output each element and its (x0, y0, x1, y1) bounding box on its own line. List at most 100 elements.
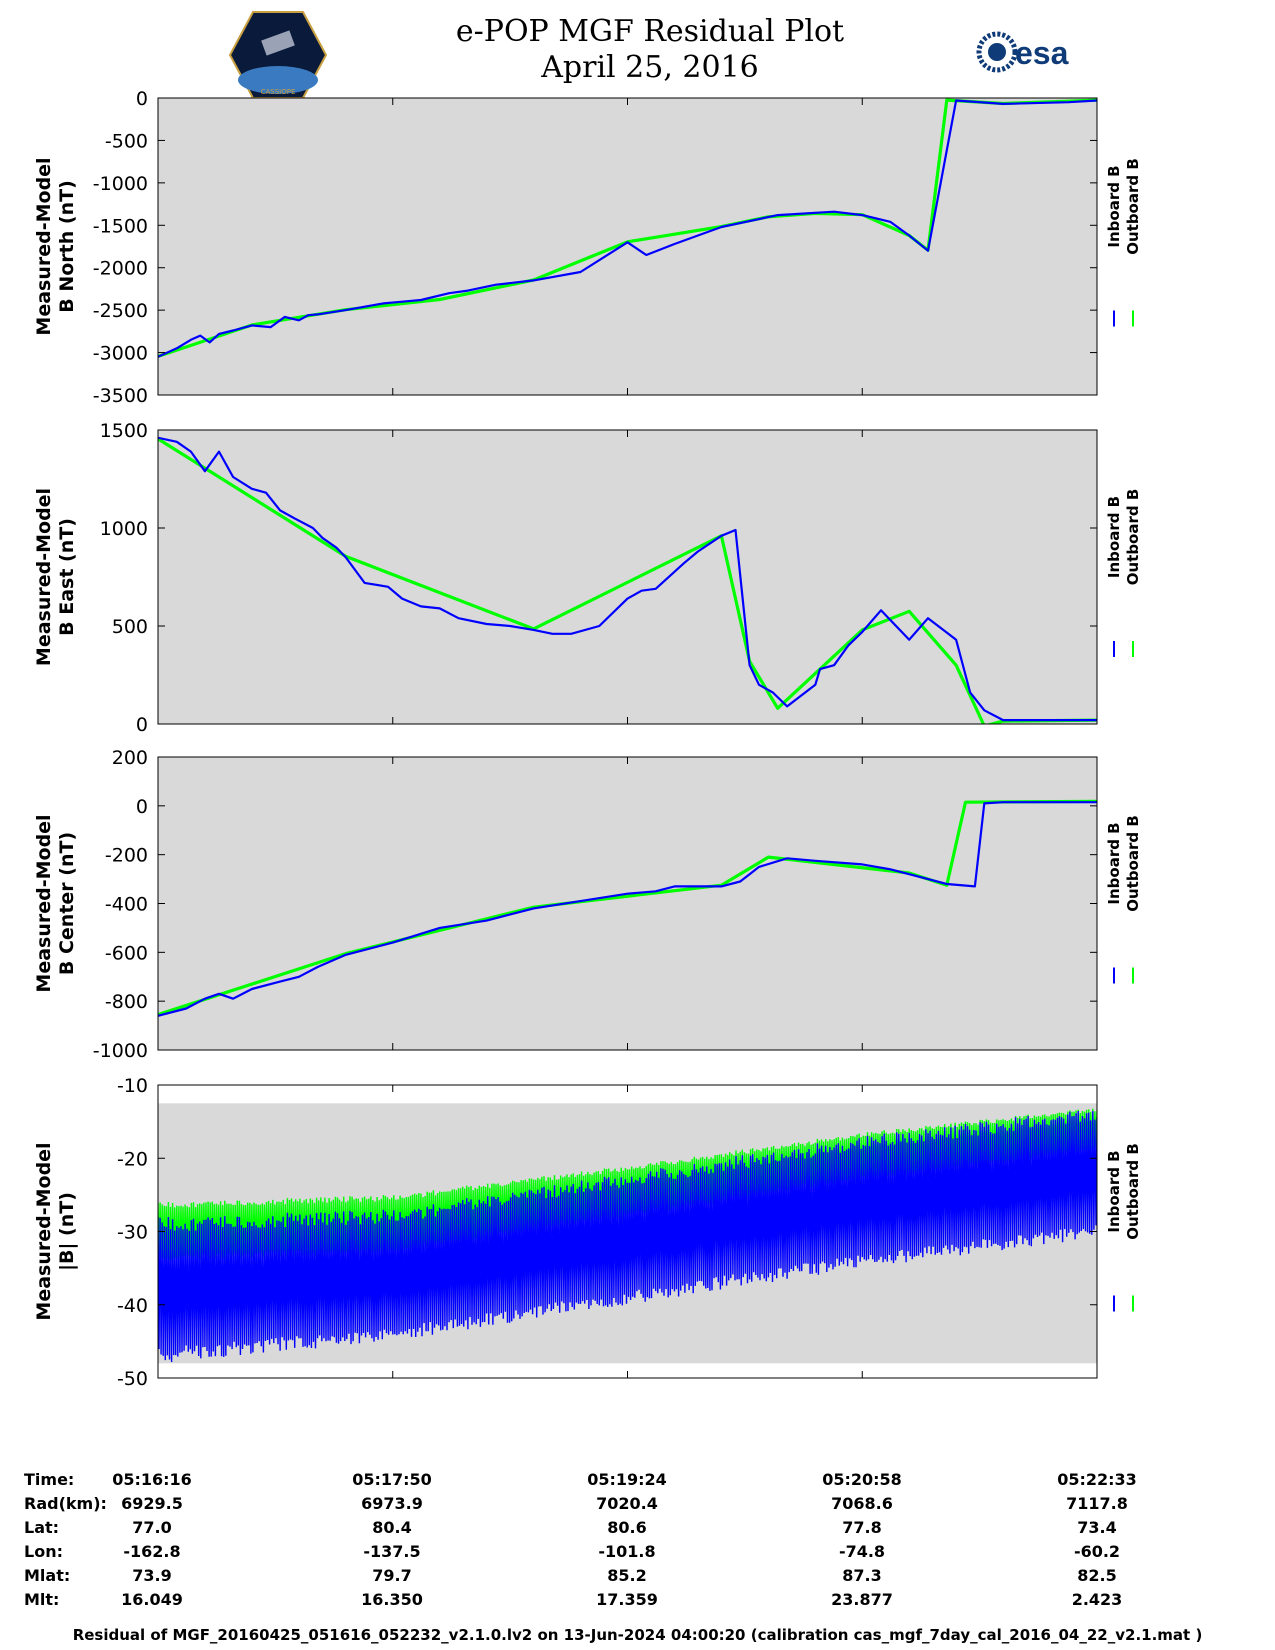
y-axis-label: |B| (nT) (56, 1192, 78, 1271)
info-cell: -60.2 (1073, 1542, 1121, 1561)
y-tick-label: -1000 (93, 173, 148, 195)
info-cell: 16.049 (121, 1590, 183, 1609)
info-cell: -137.5 (363, 1542, 421, 1561)
chart-panel-2: 1500 1000 500 0 Measured-Model B East (nT) Inb… (33, 420, 1142, 736)
y-axis-label: Measured-Model (33, 1142, 55, 1320)
y-tick-label: 0 (136, 714, 148, 736)
plot-data (158, 98, 1097, 358)
info-cell: 7020.4 (596, 1494, 658, 1513)
orbit-info-table: Time: Rad(km): Lat: Lon: Mlat: Mlt: 05:16:16 69… (0, 1470, 1275, 1630)
svg-text:esa: esa (1015, 35, 1069, 71)
y-tick-label: 0 (136, 88, 148, 110)
info-cell: 16.350 (361, 1590, 423, 1609)
y-axis-label: Measured-Model (33, 157, 55, 335)
legend-label-inboard: Inboard B (1105, 1150, 1123, 1232)
info-cell: 6973.9 (361, 1494, 423, 1513)
info-cell: 6929.5 (121, 1494, 183, 1513)
info-row-label: Mlt: (24, 1590, 60, 1609)
plot-background (158, 757, 1097, 1050)
series-inboard-b (158, 99, 1097, 358)
y-tick-label: -1500 (93, 215, 148, 237)
info-cell: 79.7 (372, 1566, 412, 1585)
info-cell: 05:19:24 (587, 1470, 667, 1489)
series-inboard-b (158, 436, 1097, 722)
title-line-1: e-POP MGF Residual Plot (455, 14, 845, 49)
svg-text:CASSIOPE: CASSIOPE (261, 88, 296, 96)
plot-data (158, 1108, 1097, 1363)
info-cell: 05:22:33 (1057, 1470, 1137, 1489)
info-cell: -74.8 (838, 1542, 886, 1561)
y-tick-label: -3500 (93, 385, 148, 407)
y-tick-label: -500 (105, 130, 148, 152)
y-tick-label: -2000 (93, 258, 148, 280)
info-row-label: Lon: (24, 1542, 63, 1561)
y-tick-label: 1000 (100, 518, 148, 540)
info-row-label: Mlat: (24, 1566, 71, 1585)
info-row-label: Time: (24, 1470, 75, 1489)
y-tick-label: 0 (136, 796, 148, 818)
info-cell: 17.359 (596, 1590, 658, 1609)
info-cell: -101.8 (598, 1542, 656, 1561)
info-cell: 77.0 (132, 1518, 172, 1537)
legend: Inboard B Outboard B (1105, 158, 1142, 327)
y-tick-label: -40 (117, 1295, 148, 1317)
legend-label-inboard: Inboard B (1105, 165, 1123, 247)
info-cell: 05:17:50 (352, 1470, 432, 1489)
title-line-2: April 25, 2016 (541, 50, 759, 85)
y-tick-label: 1500 (100, 420, 148, 442)
info-cell: 7117.8 (1066, 1494, 1128, 1513)
plot-data (158, 799, 1097, 1017)
y-tick-label: -10 (117, 1075, 148, 1097)
plot-background (158, 98, 1097, 395)
info-cell: 73.4 (1077, 1518, 1117, 1537)
info-cell: 23.877 (831, 1590, 893, 1609)
y-tick-label: -600 (105, 942, 148, 964)
y-tick-label: -20 (117, 1148, 148, 1170)
footer-caption: Residual of MGF_20160425_051616_052232_v… (72, 1626, 1203, 1644)
info-cell: 7068.6 (831, 1494, 893, 1513)
series-inboard-b (158, 801, 1097, 1017)
residual-charts: 0 -500 -1000 -1500 -2000 -2500 -30 0 0 -3500 Measu… (33, 88, 1142, 1390)
info-cell: 85.2 (607, 1566, 647, 1585)
legend-label-inboard: Inboard B (1105, 822, 1123, 904)
y-tick-label: 200 (112, 747, 148, 769)
y-tick-label: -1000 (93, 1040, 148, 1062)
y-tick-label: -400 (105, 894, 148, 916)
y-axis-label: B East (nT) (56, 518, 78, 636)
legend: Inboard B Outboard B (1105, 1143, 1142, 1312)
legend-label-outboard: Outboard B (1124, 489, 1142, 586)
info-cell: 05:20:58 (822, 1470, 902, 1489)
info-cell: 73.9 (132, 1566, 172, 1585)
info-cell: 80.6 (607, 1518, 647, 1537)
info-cell: 05:16:16 (112, 1470, 192, 1489)
plot-background (158, 430, 1097, 724)
series-inboard-b (158, 1110, 1097, 1363)
info-cell: 82.5 (1077, 1566, 1117, 1585)
info-row-label: Lat: (24, 1518, 60, 1537)
y-axis-label: Measured-Model (33, 488, 55, 666)
y-axis-label: B Center (nT) (56, 832, 78, 975)
legend-label-outboard: Outboard B (1124, 1143, 1142, 1240)
legend-label-outboard: Outboard B (1124, 815, 1142, 912)
legend: Inboard B Outboard B (1105, 489, 1142, 657)
legend-label-inboard: Inboard B (1105, 496, 1123, 578)
y-axis-label: B North (nT) (56, 180, 78, 313)
esa-logo: esa (975, 30, 1095, 74)
info-cell: 2.423 (1071, 1590, 1123, 1609)
chart-panel-4: -10 -20 -30 -40 -50 Measured-Model |B| (nT) Inb… (33, 1075, 1142, 1390)
mission-logo: CASSIOPE (228, 10, 328, 100)
y-tick-label: -2500 (93, 300, 148, 322)
y-tick-label: -50 (117, 1368, 148, 1390)
y-tick-label: -800 (105, 991, 148, 1013)
chart-title: e-POP MGF Residual Plot April 25, 2016 (380, 14, 920, 86)
series-outboard-b (158, 1108, 1097, 1261)
chart-panel-3: 200 0 -200 -400 -600 -800 -1000 Measured-Model B… (33, 747, 1142, 1062)
info-cell: 80.4 (372, 1518, 412, 1537)
y-tick-label: -30 (117, 1222, 148, 1244)
chart-panel-1: 0 -500 -1000 -1500 -2000 -2500 -3000 -3500 Measu… (33, 88, 1142, 407)
info-cell: 77.8 (842, 1518, 882, 1537)
info-cell: -162.8 (123, 1542, 181, 1561)
y-tick-label: -200 (105, 845, 148, 867)
y-tick-label: 500 (112, 616, 148, 638)
info-row-label: Rad(km): (24, 1494, 107, 1513)
